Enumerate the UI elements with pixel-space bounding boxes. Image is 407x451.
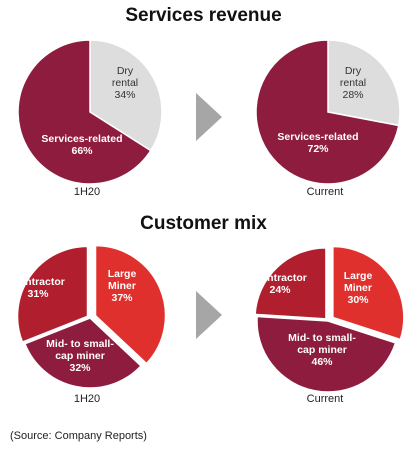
period-label: 1H20 bbox=[73, 393, 101, 405]
services-revenue-1h20-pie: Dry rental 34% Services-related 66% bbox=[17, 39, 163, 185]
pie-slice-large-miner bbox=[94, 244, 167, 365]
slice-label: Services-related 66% bbox=[41, 133, 122, 157]
customer-mix-1h20-pie: Large Miner 37% Mid- to small-cap miner 32% C… bbox=[11, 244, 167, 389]
customer-mix-title: Customer mix bbox=[140, 213, 267, 234]
period-label: 1H20 bbox=[73, 186, 101, 198]
slice-label: Large Miner 30% bbox=[344, 270, 373, 306]
period-label: Current bbox=[306, 186, 344, 198]
pie-slice-large-miner bbox=[332, 245, 405, 341]
pie-slice-contractor bbox=[16, 245, 89, 344]
arrow-right-icon bbox=[196, 93, 222, 141]
pie-slice-contractor bbox=[254, 247, 327, 320]
arrow-right-icon bbox=[196, 291, 222, 339]
slice-label: Services-related 72% bbox=[277, 131, 358, 155]
customer-mix-current-pie: Large Miner 30% Mid- to small-cap miner 46% C… bbox=[253, 245, 405, 393]
source-note: (Source: Company Reports) bbox=[10, 430, 147, 442]
period-label: Current bbox=[306, 393, 344, 405]
pie-slice-mid-to-small-cap-miner bbox=[256, 315, 397, 393]
slice-label: Dry rental 34% bbox=[112, 65, 138, 101]
slice-label: Contractor 31% bbox=[11, 276, 65, 300]
slice-label: Contractor 24% bbox=[253, 272, 307, 296]
pie-slice-services-related bbox=[255, 39, 400, 185]
pie-slice-services-related bbox=[17, 39, 152, 185]
services-revenue-current-pie: Dry rental 28% Services-related 72% bbox=[255, 39, 401, 185]
slice-label: Mid- to small-cap miner 46% bbox=[288, 332, 356, 368]
slice-label: Large Miner 37% bbox=[108, 268, 137, 304]
pie-slice-mid-to-small-cap-miner bbox=[23, 317, 143, 389]
slice-label: Mid- to small-cap miner 32% bbox=[46, 338, 114, 374]
slice-label: Dry rental 28% bbox=[340, 65, 366, 101]
pie-slice-dry-rental bbox=[327, 39, 401, 127]
services-revenue-title: Services revenue bbox=[125, 5, 282, 26]
